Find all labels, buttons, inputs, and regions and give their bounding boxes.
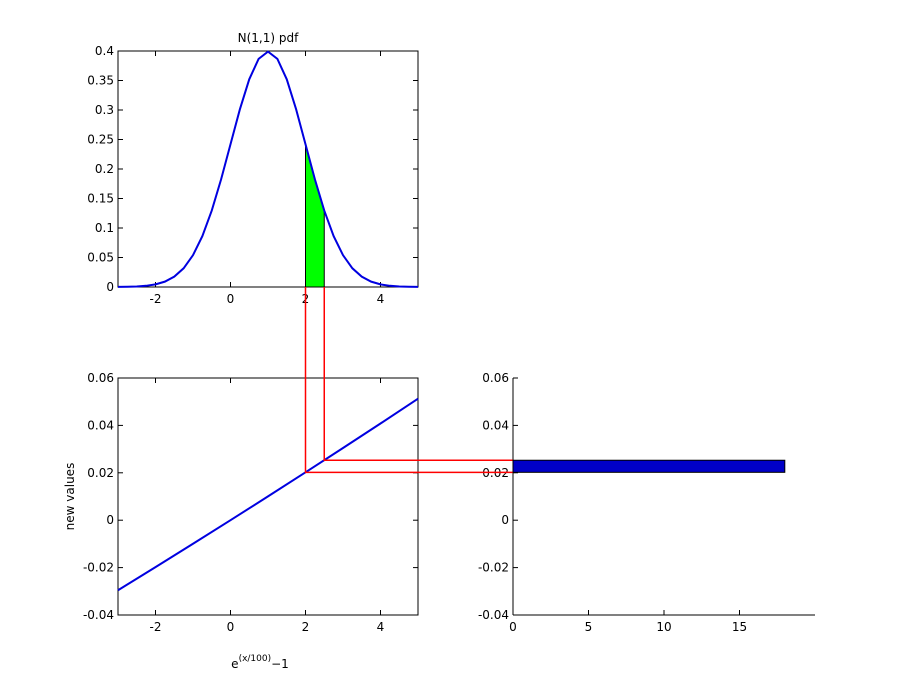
y-axis-label: new values (63, 463, 77, 531)
x-tick-label: 4 (377, 620, 385, 634)
bar (512, 459, 786, 473)
x-tick-label: -2 (150, 292, 162, 306)
axes-box (117, 377, 419, 616)
x-tick-label: 0 (509, 620, 517, 634)
y-tick-label: -0.02 (478, 561, 509, 575)
x-label-base: e (231, 657, 238, 671)
x-tick-label: 15 (732, 620, 747, 634)
y-tick-label: 0.15 (87, 192, 114, 206)
y-tick-label: 0.06 (87, 371, 114, 385)
y-tick-label: 0.25 (87, 133, 114, 147)
y-tick-label: 0 (106, 280, 114, 294)
y-tick-label: 0.4 (95, 44, 114, 58)
x-tick-label: 0 (227, 620, 235, 634)
x-tick-label: 2 (302, 620, 310, 634)
x-tick-label: 0 (227, 292, 235, 306)
connector (323, 287, 513, 461)
y-tick-label: 0 (106, 513, 114, 527)
y-tick-label: 0.35 (87, 74, 114, 88)
y-tick-label: 0.06 (482, 371, 509, 385)
x-tick-label: 5 (585, 620, 593, 634)
x-axis-label: e(x/100)−1 (231, 654, 289, 671)
line-series (117, 50, 419, 288)
y-tick-label: -0.04 (478, 608, 509, 622)
connector (304, 287, 513, 474)
y-tick-label: -0.02 (83, 561, 114, 575)
x-label-sup: (x/100) (239, 654, 272, 664)
x-tick-label: 4 (377, 292, 385, 306)
y-tick-label: 0.05 (87, 251, 114, 265)
y-tick-label: 0.1 (95, 221, 114, 235)
x-label-tail: −1 (271, 657, 289, 671)
y-tick-label: 0.3 (95, 103, 114, 117)
chart-title: N(1,1) pdf (238, 31, 299, 45)
y-tick-label: -0.04 (83, 608, 114, 622)
line-series (117, 397, 419, 592)
y-tick-label: 0.04 (87, 418, 114, 432)
x-tick-label: 10 (656, 620, 671, 634)
y-tick-label: 0.02 (87, 466, 114, 480)
y-tick-label: 0.04 (482, 418, 509, 432)
y-tick-label: 0.2 (95, 162, 114, 176)
x-tick-label: -2 (150, 620, 162, 634)
y-tick-label: 0 (501, 513, 509, 527)
